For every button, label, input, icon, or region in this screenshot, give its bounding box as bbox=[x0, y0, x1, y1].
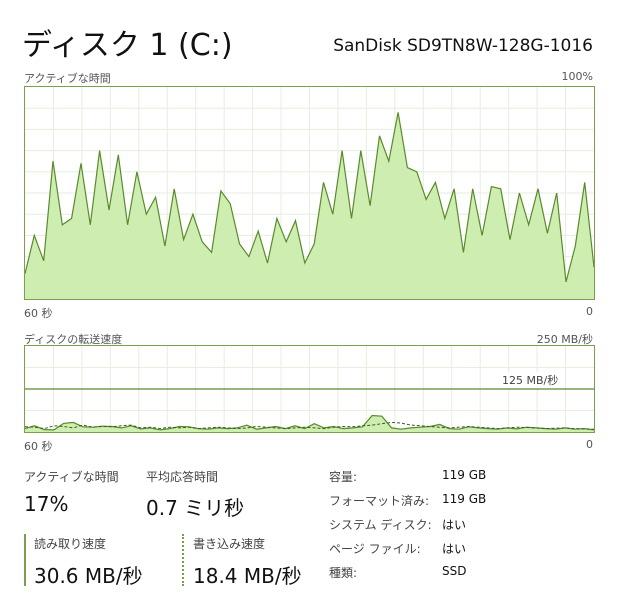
active-time-area bbox=[25, 112, 594, 299]
active-time-chart bbox=[25, 87, 594, 299]
transfer-ref-label: 125 MB/秒 bbox=[500, 372, 561, 388]
property-value: 119 GB bbox=[442, 468, 487, 482]
read-speed-value: 30.6 MB/秒 bbox=[34, 564, 143, 588]
transfer-max-label: 250 MB/秒 bbox=[536, 333, 593, 346]
property-value: はい bbox=[442, 542, 467, 556]
transfer-graph-label: ディスクの転送速度 bbox=[24, 333, 123, 346]
active-time-x-right: 0 bbox=[586, 305, 593, 318]
property-row: システム ディスク: はい bbox=[329, 516, 589, 536]
active-time-line bbox=[25, 112, 594, 283]
property-key: 容量: bbox=[329, 470, 358, 484]
write-speed-legend-bar bbox=[182, 534, 184, 586]
avg-response-label: 平均応答時間 bbox=[146, 470, 219, 484]
transfer-chart bbox=[25, 346, 594, 432]
transfer-x-right: 0 bbox=[586, 438, 593, 451]
property-key: システム ディスク: bbox=[329, 518, 432, 532]
write-speed-label: 書き込み速度 bbox=[193, 537, 266, 551]
active-time-stat-value: 17% bbox=[24, 492, 69, 516]
property-key: ページ ファイル: bbox=[329, 542, 421, 556]
read-speed-legend-bar bbox=[24, 534, 26, 586]
property-row: ページ ファイル: はい bbox=[329, 540, 589, 560]
property-key: フォーマット済み: bbox=[329, 494, 430, 508]
avg-response-value: 0.7 ミリ秒 bbox=[146, 496, 245, 520]
active-time-x-left: 60 秒 bbox=[24, 307, 53, 320]
write-speed-line bbox=[25, 421, 594, 430]
write-speed-value: 18.4 MB/秒 bbox=[193, 564, 302, 588]
property-row: フォーマット済み: 119 GB bbox=[329, 492, 589, 512]
disk-model: SanDisk SD9TN8W-128G-1016 bbox=[333, 36, 593, 56]
active-time-stat-label: アクティブな時間 bbox=[24, 470, 119, 484]
property-row: 種類: SSD bbox=[329, 564, 589, 584]
active-time-graph bbox=[24, 86, 595, 300]
disk-title: ディスク 1 (C:) bbox=[22, 28, 233, 63]
active-time-graph-label: アクティブな時間 bbox=[24, 72, 111, 85]
property-row: 容量: 119 GB bbox=[329, 468, 589, 488]
property-value: はい bbox=[442, 518, 467, 532]
property-key: 種類: bbox=[329, 566, 358, 580]
read-speed-area bbox=[25, 415, 594, 432]
active-time-max-label: 100% bbox=[561, 70, 593, 83]
transfer-x-left: 60 秒 bbox=[24, 440, 53, 453]
property-value: 119 GB bbox=[442, 492, 487, 506]
transfer-graph bbox=[24, 345, 595, 433]
property-value: SSD bbox=[442, 564, 467, 578]
read-speed-label: 読み取り速度 bbox=[34, 537, 107, 551]
